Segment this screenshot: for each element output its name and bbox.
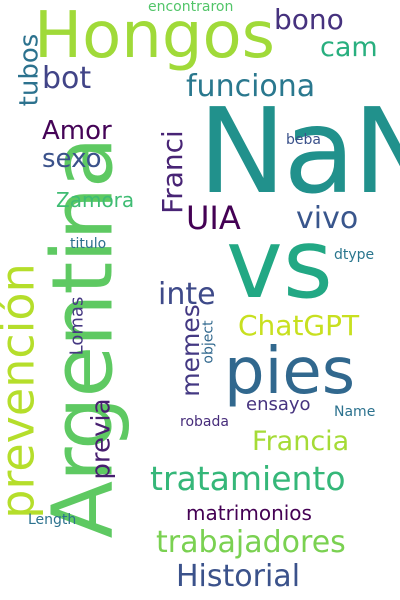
- word-chatgpt: ChatGPT: [238, 309, 360, 342]
- word-tubos: tubos: [14, 33, 45, 107]
- word-prevencion: prevención: [0, 263, 45, 519]
- word-bot: bot: [42, 61, 92, 96]
- word-nan: NaN: [198, 82, 400, 220]
- word-vs: vs: [226, 208, 333, 320]
- word-historial: Historial: [176, 559, 301, 594]
- word-funciona: funciona: [186, 69, 316, 104]
- word-robada: robada: [180, 414, 229, 430]
- word-hongos: Hongos: [34, 0, 275, 73]
- word-object: object: [200, 320, 217, 364]
- word-vivo: vivo: [296, 201, 359, 236]
- word-dtype: dtype: [334, 247, 375, 263]
- word-tratamiento: tratamiento: [150, 459, 346, 498]
- word-sexo: sexo: [42, 144, 102, 174]
- word-encontraron: encontraron: [148, 0, 234, 15]
- word-matrimonios: matrimonios: [186, 501, 312, 525]
- word-franci: Franci: [155, 130, 189, 214]
- word-uia: UIA: [186, 199, 241, 237]
- word-beba: beba: [286, 132, 321, 148]
- word-pies: pies: [224, 335, 356, 409]
- word-previa: previa: [86, 398, 117, 480]
- word-inte: inte: [158, 277, 216, 312]
- word-length: Length: [28, 512, 77, 528]
- word-memes: memes: [175, 304, 205, 397]
- word-amor: Amor: [42, 116, 112, 146]
- word-francia: Francia: [252, 426, 350, 457]
- word-bono: bono: [274, 3, 344, 36]
- word-trabajadores: trabajadores: [156, 525, 346, 560]
- word-name: Name: [334, 404, 376, 420]
- word-titulo: titulo: [70, 236, 107, 252]
- word-ensayo: ensayo: [246, 394, 311, 415]
- word-zamora: Zamora: [56, 188, 135, 212]
- word-cam: cam: [320, 32, 378, 63]
- word-lomas: Lomas: [66, 296, 88, 356]
